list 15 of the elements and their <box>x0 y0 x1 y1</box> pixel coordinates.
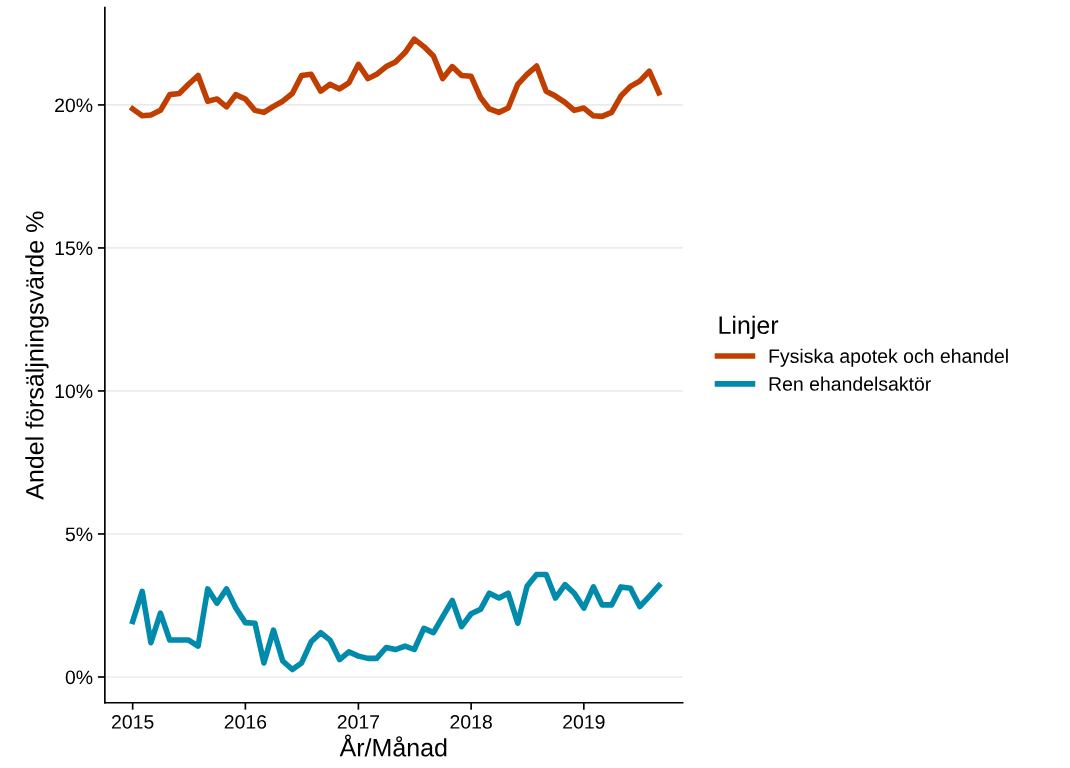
y-tick-label: 10% <box>55 384 93 399</box>
y-tick-label: 0% <box>65 670 93 685</box>
y-tick-label: 15% <box>55 241 93 256</box>
x-axis-title: År/Månad <box>339 734 447 757</box>
legend-title: Linjer <box>719 315 779 339</box>
x-tick-label: 2017 <box>337 715 380 729</box>
x-tick-label: 2015 <box>112 715 154 729</box>
y-tick-label: 20% <box>55 98 93 113</box>
y-tick-label: 5% <box>65 527 93 542</box>
legend-label: Fysiska apotek och ehandel <box>769 348 1008 367</box>
x-tick-label: 2019 <box>563 715 605 729</box>
y-axis-title: Andel försäljningsvärde % <box>25 211 49 500</box>
legend-label: Ren ehandelsaktör <box>769 376 931 391</box>
x-tick-label: 2016 <box>224 715 267 729</box>
x-tick-label: 2018 <box>450 715 492 729</box>
